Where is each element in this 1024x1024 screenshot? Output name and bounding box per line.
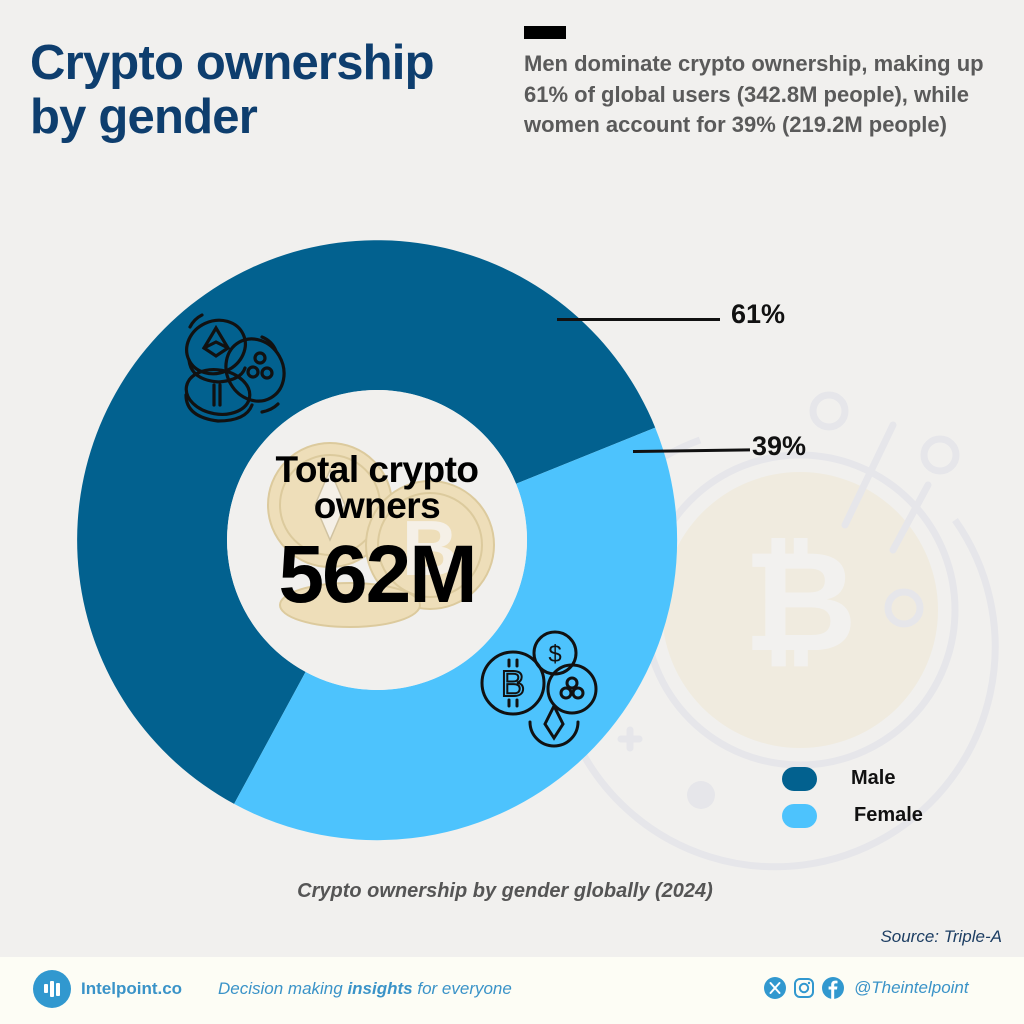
legend-item-female: Female xyxy=(782,797,923,834)
legend-label-male: Male xyxy=(851,767,896,789)
source-note: Source: Triple-A xyxy=(880,927,1002,946)
brand-link[interactable]: Intelpoint.co xyxy=(81,979,183,998)
intelpoint-logo-icon[interactable] xyxy=(33,970,71,1008)
social-handle[interactable]: @Theintelpoint xyxy=(854,978,969,997)
chart-subtitle: Men dominate crypto ownership, making up… xyxy=(524,51,984,137)
tagline: Decision making insights for everyone xyxy=(218,979,512,999)
legend-item-male: Male xyxy=(782,760,923,797)
female-segment[interactable] xyxy=(234,427,678,841)
center-total-label: Total crypto owners 562M xyxy=(227,449,527,620)
total-caption: Total crypto owners xyxy=(275,449,480,526)
chart-caption: Crypto ownership by gender globally (202… xyxy=(297,880,713,902)
social-links: @Theintelpoint xyxy=(764,977,969,999)
instagram-icon[interactable] xyxy=(793,977,815,999)
footer: Intelpoint.co Decision making insights f… xyxy=(0,957,1024,1024)
tagline-text: Decision making xyxy=(218,979,348,998)
svg-text:B: B xyxy=(402,504,458,592)
svg-text:$: $ xyxy=(548,641,561,668)
crypto-coins-icon: B $ xyxy=(480,630,598,748)
female-percentage: 39% xyxy=(752,431,807,461)
facebook-icon[interactable] xyxy=(822,977,844,999)
coins-illustration-icon: B xyxy=(267,442,495,628)
tagline-emphasis: insights xyxy=(347,979,413,998)
coin-stack-icon xyxy=(184,313,286,423)
svg-text:B: B xyxy=(501,663,525,704)
male-percentage: 61% xyxy=(731,299,786,329)
chart-title: Crypto ownership by gender xyxy=(30,36,435,144)
male-leader-line xyxy=(557,318,720,321)
legend-swatch-female xyxy=(782,803,817,828)
total-value: 562M xyxy=(278,529,477,620)
legend-swatch-male xyxy=(782,766,817,791)
x-icon[interactable] xyxy=(764,977,786,999)
svg-text:₿: ₿ xyxy=(743,523,857,680)
tagline-text-end: for everyone xyxy=(412,979,512,998)
accent-bar xyxy=(524,26,566,39)
legend: Male Female xyxy=(782,760,923,834)
legend-label-female: Female xyxy=(854,804,923,826)
